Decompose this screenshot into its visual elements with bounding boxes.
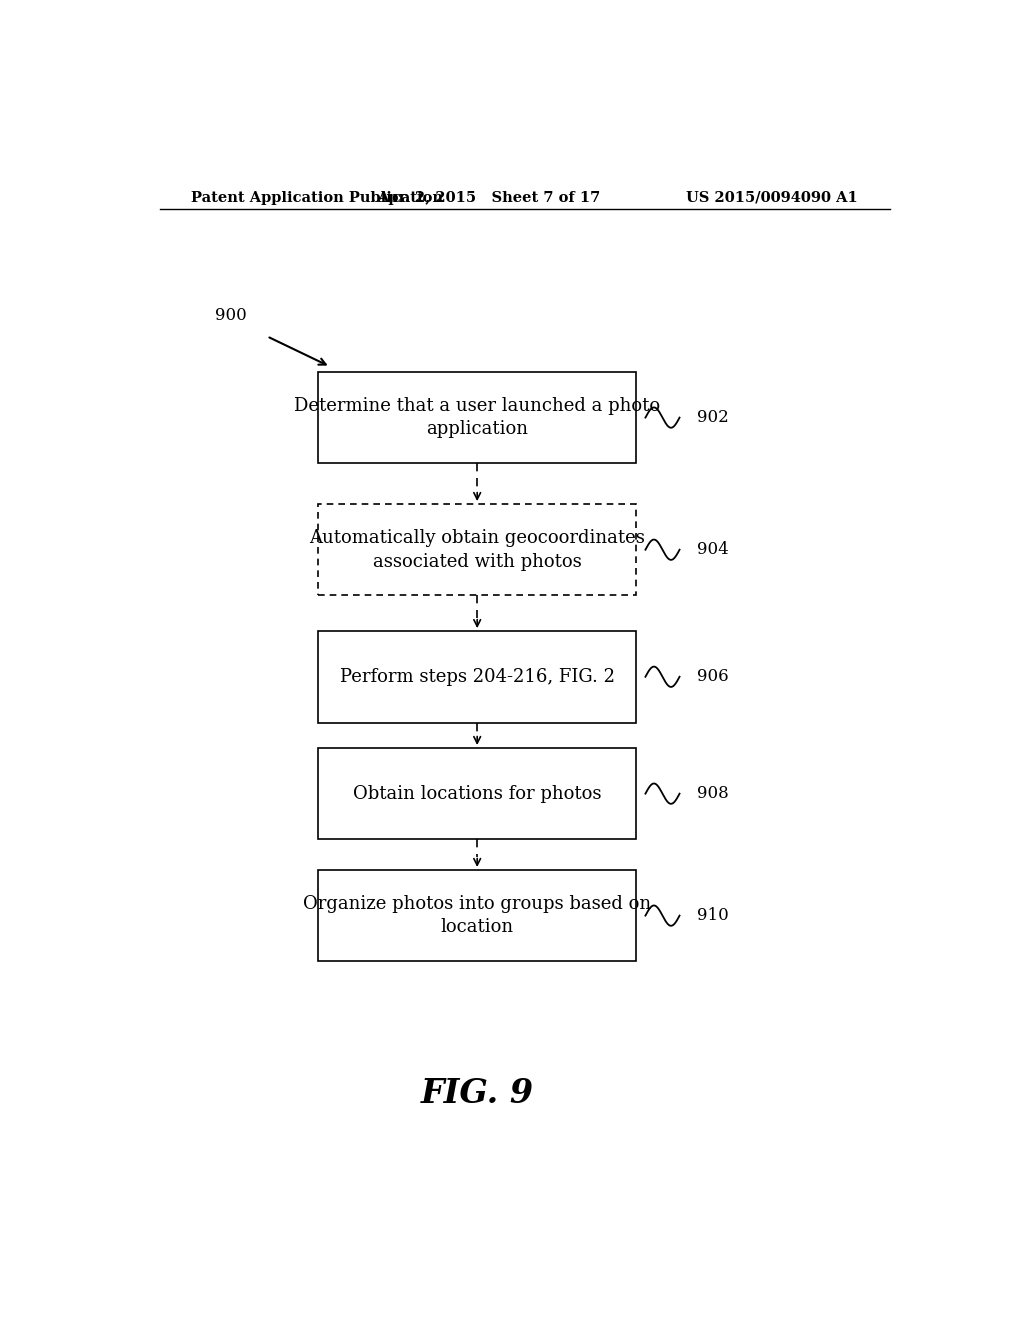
Text: 910: 910 [697, 907, 729, 924]
Text: Perform steps 204-216, FIG. 2: Perform steps 204-216, FIG. 2 [340, 668, 614, 686]
Text: 906: 906 [697, 668, 729, 685]
Text: 900: 900 [215, 308, 247, 325]
Text: 908: 908 [697, 785, 729, 803]
Text: Obtain locations for photos: Obtain locations for photos [353, 784, 601, 803]
Text: Automatically obtain geocoordinates
associated with photos: Automatically obtain geocoordinates asso… [309, 529, 645, 570]
FancyBboxPatch shape [318, 870, 636, 961]
FancyBboxPatch shape [318, 748, 636, 840]
FancyBboxPatch shape [318, 504, 636, 595]
Text: Patent Application Publication: Patent Application Publication [191, 190, 443, 205]
FancyBboxPatch shape [318, 631, 636, 722]
Text: 904: 904 [697, 541, 729, 558]
Text: Organize photos into groups based on
location: Organize photos into groups based on loc… [303, 895, 651, 936]
Text: Apr. 2, 2015   Sheet 7 of 17: Apr. 2, 2015 Sheet 7 of 17 [378, 190, 601, 205]
Text: 902: 902 [697, 409, 729, 426]
Text: FIG. 9: FIG. 9 [421, 1077, 534, 1110]
Text: US 2015/0094090 A1: US 2015/0094090 A1 [686, 190, 858, 205]
Text: Determine that a user launched a photo
application: Determine that a user launched a photo a… [294, 397, 660, 438]
FancyBboxPatch shape [318, 372, 636, 463]
